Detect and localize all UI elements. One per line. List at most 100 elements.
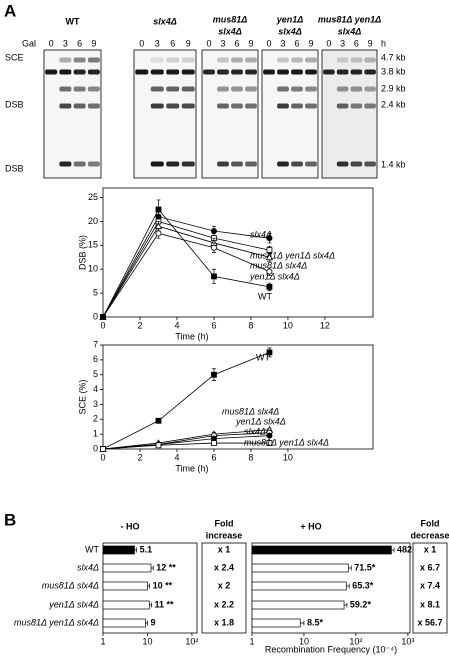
row-label: mus81Δ slx4Δ [42, 580, 99, 590]
gel-band [181, 69, 195, 75]
fold-box [201, 542, 247, 634]
gel-box [261, 49, 319, 179]
gel-box [321, 49, 378, 179]
error-bar [391, 547, 395, 553]
series-label: WT [256, 352, 270, 362]
series-line [102, 442, 270, 450]
size-label: 3.8 kb [381, 66, 406, 76]
series-label: slx4Δ [244, 426, 266, 436]
value-label: 8.5* [307, 617, 324, 627]
gel-band [59, 57, 72, 63]
gel-band [336, 103, 349, 109]
fold-value: x 56.7 [417, 617, 442, 627]
strain-header: WT [66, 16, 80, 26]
x-tick-label: 10² [349, 636, 362, 646]
bar [251, 581, 347, 591]
gal-label: Gal [22, 38, 36, 48]
marker [266, 349, 273, 356]
gel-band [245, 161, 257, 167]
error-bar [300, 620, 305, 626]
strain-header: slx4Δ [218, 26, 242, 36]
bar [102, 545, 135, 555]
marker [210, 244, 217, 251]
marker [155, 206, 162, 213]
x-tick-label: 1 [100, 636, 105, 646]
gel-band [73, 161, 86, 167]
gel-band [59, 86, 72, 92]
band-label: DSB [5, 163, 24, 173]
series-line [102, 225, 270, 318]
panel-label: A [4, 1, 16, 20]
strain-header: slx4Δ [153, 16, 177, 26]
fold-value: x 2.4 [214, 562, 234, 572]
gel-band [181, 161, 195, 167]
gel-band [305, 69, 317, 75]
gel-band [181, 103, 195, 109]
y-tick-label: 7 [93, 339, 98, 349]
x-tick-label: 10² [185, 636, 198, 646]
lane-time: 9 [308, 38, 313, 48]
error-bar [344, 602, 348, 608]
error-bar [346, 583, 350, 589]
gel-box [133, 49, 197, 179]
gel-band [166, 69, 180, 75]
x-tick-label: 10 [142, 636, 152, 646]
gel-band [87, 57, 100, 63]
marker [155, 417, 162, 424]
fold-box [412, 542, 448, 634]
y-tick-label: 0 [93, 443, 98, 453]
lane-time: 6 [77, 38, 82, 48]
error-bar [149, 602, 152, 608]
lane-time: 3 [220, 38, 225, 48]
lane-time: 6 [294, 38, 299, 48]
gel-band [217, 161, 229, 167]
strain-header: slx4Δ [338, 26, 362, 36]
gel-band [336, 161, 349, 167]
y-tick-label: 15 [88, 240, 98, 250]
gel-band [59, 161, 72, 167]
value-label: 71.5* [354, 562, 376, 572]
series-label: mus81Δ yen1Δ slx4Δ [250, 250, 335, 260]
gel-band [291, 57, 303, 63]
x-tick-label: 6 [211, 452, 216, 462]
gel-band [231, 103, 243, 109]
gel-band [181, 57, 195, 63]
lane-time: 0 [206, 38, 211, 48]
y-axis-label: SCE (%) [77, 379, 87, 414]
gel-band [291, 103, 303, 109]
marker [266, 235, 273, 242]
gel-band [135, 69, 149, 75]
gel-band [245, 86, 257, 92]
x-tick-label: 8 [248, 320, 253, 330]
lane-time: 3 [280, 38, 285, 48]
error-bar [134, 547, 137, 553]
gel-band [73, 69, 86, 75]
gel-band [73, 57, 86, 63]
gel-band [245, 103, 257, 109]
fold-value: x 6.7 [420, 562, 440, 572]
y-tick-label: 5 [93, 369, 98, 379]
marker [210, 227, 217, 234]
series-line [102, 220, 270, 318]
bar [251, 563, 349, 573]
value-label: 482 [397, 544, 412, 554]
gel-band [263, 69, 275, 75]
marker [266, 268, 273, 275]
x-tick-label: 10 [299, 636, 309, 646]
gel-band [181, 86, 195, 92]
gel-band [231, 57, 243, 63]
series-label: mus81Δ slx4Δ [250, 260, 307, 270]
y-tick-label: 3 [93, 399, 98, 409]
series-label: yen1Δ slx4Δ [249, 271, 300, 281]
y-tick-label: 1 [93, 429, 98, 439]
fold-title: Fold [215, 518, 234, 528]
fold-value: x 1.8 [214, 617, 234, 627]
gel-band [203, 69, 215, 75]
x-axis-label: Time (h) [175, 463, 208, 473]
y-tick-label: 25 [88, 192, 98, 202]
marker [100, 314, 106, 320]
gel-band [305, 103, 317, 109]
strain-header: mus81Δ yen1Δ [318, 14, 381, 24]
gel-band [350, 103, 363, 109]
plot-frame [102, 187, 374, 318]
